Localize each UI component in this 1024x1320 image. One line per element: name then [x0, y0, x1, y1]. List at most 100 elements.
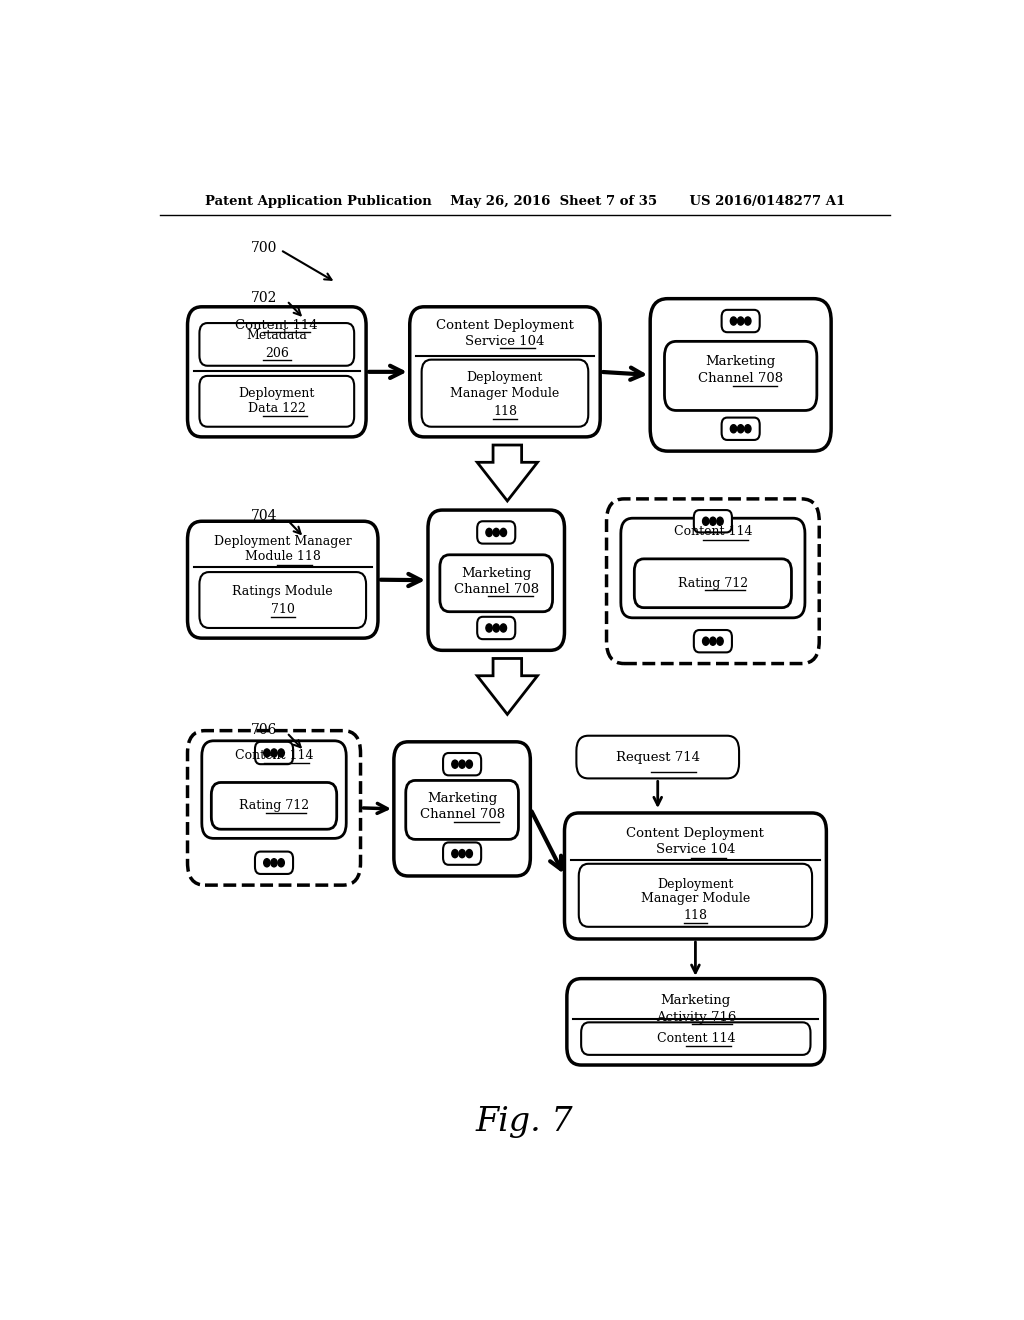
Text: Deployment: Deployment: [657, 878, 733, 891]
Text: Channel 708: Channel 708: [698, 372, 783, 385]
FancyBboxPatch shape: [579, 863, 812, 927]
FancyBboxPatch shape: [665, 342, 817, 411]
Polygon shape: [477, 659, 538, 714]
Text: Rating 712: Rating 712: [678, 577, 748, 590]
Circle shape: [466, 850, 472, 858]
FancyBboxPatch shape: [606, 499, 819, 664]
FancyBboxPatch shape: [477, 616, 515, 639]
Text: Marketing: Marketing: [660, 994, 731, 1007]
Text: Content Deployment: Content Deployment: [436, 318, 573, 331]
Text: Manager Module: Manager Module: [451, 387, 559, 400]
Text: Patent Application Publication    May 26, 2016  Sheet 7 of 35       US 2016/0148: Patent Application Publication May 26, 2…: [205, 194, 845, 207]
Text: Marketing: Marketing: [706, 355, 776, 368]
FancyBboxPatch shape: [211, 783, 337, 829]
Circle shape: [264, 859, 270, 867]
Circle shape: [744, 317, 751, 325]
Circle shape: [494, 624, 500, 632]
Circle shape: [702, 517, 709, 525]
Text: Service 104: Service 104: [655, 843, 735, 857]
FancyBboxPatch shape: [410, 306, 600, 437]
Circle shape: [717, 517, 723, 525]
Text: Deployment: Deployment: [239, 387, 315, 400]
Text: Data 122: Data 122: [248, 401, 306, 414]
FancyBboxPatch shape: [577, 735, 739, 779]
Circle shape: [278, 748, 285, 758]
Circle shape: [486, 624, 493, 632]
Circle shape: [452, 760, 458, 768]
FancyBboxPatch shape: [255, 851, 293, 874]
Circle shape: [500, 528, 507, 536]
Circle shape: [270, 859, 278, 867]
FancyBboxPatch shape: [394, 742, 530, 876]
Circle shape: [452, 850, 458, 858]
Text: Rating 712: Rating 712: [239, 800, 309, 812]
FancyBboxPatch shape: [582, 1022, 811, 1055]
FancyBboxPatch shape: [694, 510, 732, 532]
Circle shape: [494, 528, 500, 536]
FancyBboxPatch shape: [187, 306, 367, 437]
FancyBboxPatch shape: [200, 323, 354, 366]
Text: 704: 704: [251, 510, 278, 523]
Circle shape: [459, 850, 465, 858]
Text: Ratings Module: Ratings Module: [232, 585, 333, 598]
FancyBboxPatch shape: [187, 521, 378, 638]
Text: Content 114: Content 114: [656, 1032, 735, 1045]
FancyBboxPatch shape: [200, 376, 354, 426]
Text: Content Deployment: Content Deployment: [627, 826, 764, 840]
Circle shape: [459, 760, 465, 768]
FancyBboxPatch shape: [200, 572, 367, 628]
FancyBboxPatch shape: [406, 780, 518, 840]
FancyBboxPatch shape: [443, 752, 481, 775]
Circle shape: [270, 748, 278, 758]
FancyBboxPatch shape: [621, 519, 805, 618]
Text: Service 104: Service 104: [465, 335, 545, 348]
FancyBboxPatch shape: [443, 842, 481, 865]
Text: 706: 706: [251, 722, 278, 737]
Text: Metadata: Metadata: [247, 329, 307, 342]
Circle shape: [737, 317, 743, 325]
Text: Fig. 7: Fig. 7: [476, 1106, 573, 1138]
Circle shape: [710, 517, 716, 525]
Circle shape: [466, 760, 472, 768]
Text: Content 114: Content 114: [236, 318, 318, 331]
Text: Activity 716: Activity 716: [655, 1011, 736, 1024]
Circle shape: [264, 748, 270, 758]
Circle shape: [500, 624, 507, 632]
FancyBboxPatch shape: [477, 521, 515, 544]
FancyBboxPatch shape: [255, 742, 293, 764]
Text: 206: 206: [265, 347, 289, 360]
Text: Deployment Manager: Deployment Manager: [214, 535, 351, 548]
Text: Marketing: Marketing: [461, 566, 531, 579]
FancyBboxPatch shape: [187, 731, 360, 886]
Text: Manager Module: Manager Module: [641, 892, 750, 904]
FancyBboxPatch shape: [428, 510, 564, 651]
Circle shape: [737, 425, 743, 433]
FancyBboxPatch shape: [564, 813, 826, 939]
Text: Deployment: Deployment: [467, 371, 543, 384]
Text: Module 118: Module 118: [245, 550, 321, 564]
Text: Marketing: Marketing: [427, 792, 498, 805]
Circle shape: [717, 638, 723, 645]
FancyBboxPatch shape: [440, 554, 553, 611]
Text: Request 714: Request 714: [615, 751, 699, 763]
Text: 118: 118: [683, 909, 708, 923]
FancyBboxPatch shape: [567, 978, 824, 1065]
Circle shape: [730, 317, 736, 325]
Polygon shape: [477, 445, 538, 500]
Circle shape: [710, 638, 716, 645]
Circle shape: [730, 425, 736, 433]
Text: 710: 710: [270, 603, 295, 616]
FancyBboxPatch shape: [634, 558, 792, 607]
Text: Channel 708: Channel 708: [454, 583, 539, 595]
Circle shape: [744, 425, 751, 433]
Circle shape: [702, 638, 709, 645]
FancyBboxPatch shape: [422, 359, 588, 426]
FancyBboxPatch shape: [202, 741, 346, 838]
Text: Content 114: Content 114: [234, 748, 313, 762]
Text: Content 114: Content 114: [674, 525, 753, 539]
Circle shape: [486, 528, 493, 536]
Text: 700: 700: [251, 240, 278, 255]
FancyBboxPatch shape: [694, 630, 732, 652]
Circle shape: [278, 859, 285, 867]
FancyBboxPatch shape: [722, 310, 760, 333]
